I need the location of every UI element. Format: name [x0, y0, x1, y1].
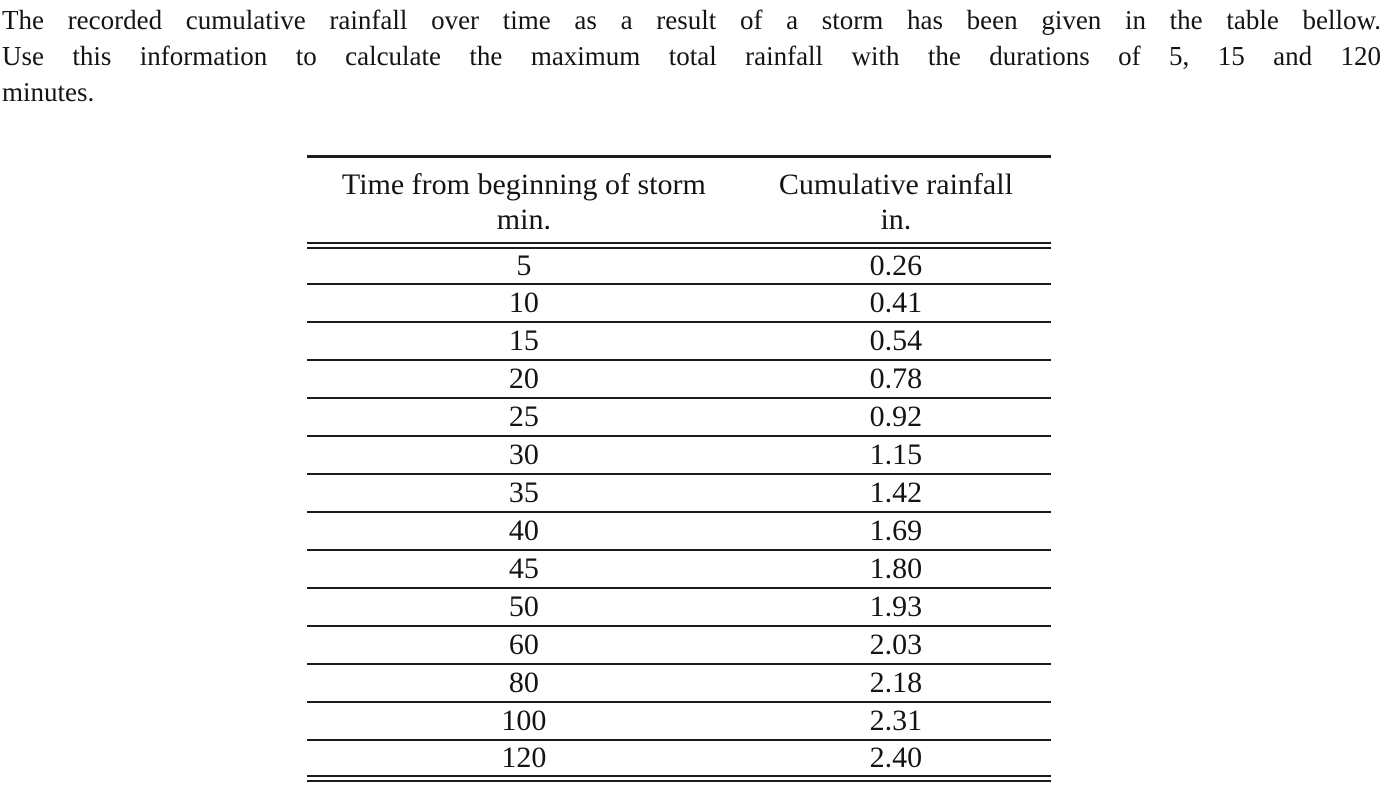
table-row: 25 0.92: [307, 398, 1051, 436]
rainfall-cell: 2.18: [869, 666, 923, 699]
time-cell: 60: [508, 628, 539, 661]
time-cell: 30: [508, 438, 539, 471]
time-cell: 5: [516, 249, 532, 282]
rainfall-cell: 0.26: [869, 249, 923, 282]
rainfall-cell: 1.93: [869, 590, 923, 623]
rainfall-cell: 1.69: [869, 514, 923, 547]
table-row: 50 1.93: [307, 588, 1051, 626]
time-cell: 20: [508, 362, 539, 395]
rainfall-unit-label: in.: [740, 202, 1051, 249]
rainfall-cell: 1.42: [869, 476, 923, 509]
table-row: 35 1.42: [307, 474, 1051, 512]
problem-line-3: minutes.: [2, 77, 95, 107]
rainfall-table-body: 5 0.26 10 0.41 15 0.54 20 0.78 25 0.92 30 1.15 35 1.4…: [307, 246, 1051, 779]
problem-statement: The recorded cumulative rainfall over ti…: [2, 2, 1381, 110]
rainfall-cell: 0.41: [869, 286, 923, 319]
time-cell: 100: [501, 704, 547, 737]
table-row: 120 2.40: [307, 740, 1051, 779]
time-unit-label: min.: [307, 202, 741, 249]
time-cell: 45: [508, 552, 539, 585]
time-cell: 10: [508, 286, 539, 319]
table-row: 45 1.80: [307, 550, 1051, 588]
rainfall-cell: 0.92: [869, 400, 923, 433]
rainfall-cell: 0.78: [869, 362, 923, 395]
time-cell: 80: [508, 666, 539, 699]
table-row: 15 0.54: [307, 322, 1051, 360]
table-row: 5 0.26: [307, 246, 1051, 284]
time-column-header: Time from beginning of storm: [307, 155, 741, 202]
time-cell: 25: [508, 400, 539, 433]
rainfall-cell: 1.15: [869, 438, 923, 471]
rainfall-column-header: Cumulative rainfall: [740, 155, 1051, 202]
table-row: 100 2.31: [307, 702, 1051, 740]
rainfall-cell: 2.03: [869, 628, 923, 661]
time-cell: 35: [508, 476, 539, 509]
rainfall-cell: 0.54: [869, 324, 923, 357]
table-row: 10 0.41: [307, 284, 1051, 322]
header-row-titles: Time from beginning of storm Cumulative …: [307, 155, 1051, 202]
header-row-units: min. in.: [307, 202, 1051, 249]
table-row: 20 0.78: [307, 360, 1051, 398]
problem-line-1: The recorded cumulative rainfall over ti…: [2, 5, 1381, 35]
rainfall-table-header: Time from beginning of storm Cumulative …: [307, 155, 1051, 249]
problem-line-2: Use this information to calculate the ma…: [2, 41, 1381, 71]
rainfall-cell: 1.80: [869, 552, 923, 585]
time-cell: 120: [501, 741, 547, 774]
time-cell: 15: [508, 324, 539, 357]
rainfall-cell: 2.40: [869, 741, 923, 774]
time-cell: 50: [508, 590, 539, 623]
rainfall-table: Time from beginning of storm Cumulative …: [307, 155, 1051, 782]
table-row: 40 1.69: [307, 512, 1051, 550]
time-cell: 40: [508, 514, 539, 547]
rainfall-table-container: Time from beginning of storm Cumulative …: [307, 155, 1051, 782]
table-row: 60 2.03: [307, 626, 1051, 664]
table-row: 80 2.18: [307, 664, 1051, 702]
table-row: 30 1.15: [307, 436, 1051, 474]
rainfall-cell: 2.31: [869, 704, 923, 737]
